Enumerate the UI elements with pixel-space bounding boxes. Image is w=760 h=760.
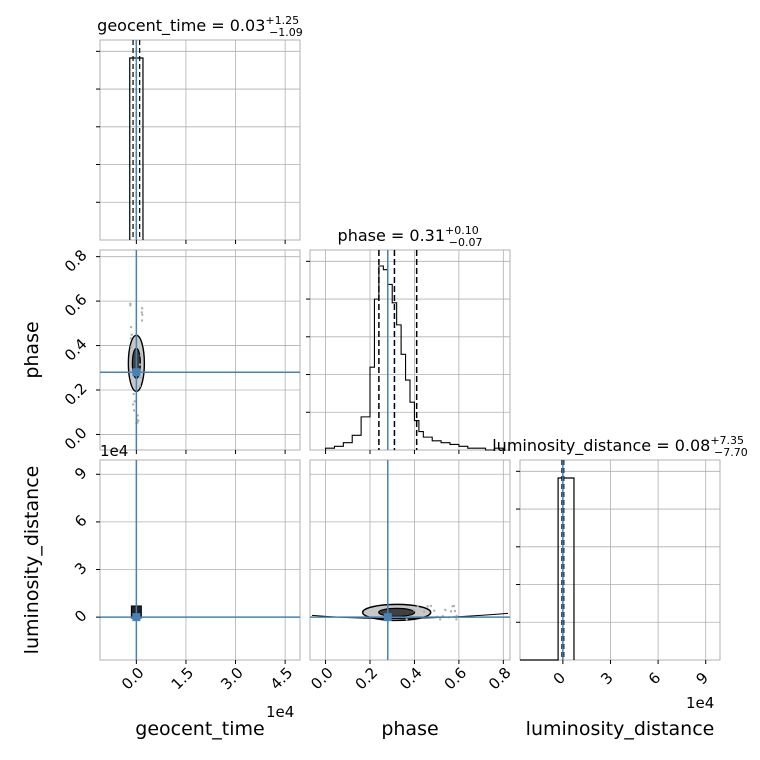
tick-marks <box>96 50 707 664</box>
phase-geocent-sample-point <box>132 409 136 412</box>
luminosity-distance-x-tick-label: 6 <box>645 669 664 688</box>
distance-phase-sample-point <box>444 608 447 612</box>
grid-lines <box>100 40 720 660</box>
phase-geocent-sample-point <box>140 311 143 314</box>
phase-geocent-sample-point <box>138 363 142 366</box>
phase-hist-step <box>325 265 504 451</box>
distance-phase-sample-point <box>426 605 429 608</box>
phase-geocent-sample-point <box>139 376 142 379</box>
phase-y-tick-label: 0.6 <box>61 291 91 321</box>
luminosity-distance-y-tick-label: 6 <box>71 511 90 530</box>
offset-label-luminosity-distance-x: 1e4 <box>686 694 714 712</box>
phase-geocent-sample-point <box>139 354 143 357</box>
geocent-time-x-tick-label: 1.5 <box>168 664 198 694</box>
phase-geocent-sample-point <box>138 384 142 388</box>
phase-geocent-sample-point <box>129 337 133 340</box>
phase-geocent-sample-point <box>137 419 140 422</box>
phase-y-tick-label: 0.4 <box>61 335 91 365</box>
phase-y-tick-label: 0.8 <box>61 246 91 276</box>
phase-y-tick-label: 0.2 <box>61 379 91 409</box>
geocent-time-x-tick-label: 3.0 <box>217 664 247 694</box>
phase-geocent-sample-point <box>130 345 133 349</box>
phase-geocent-sample-point <box>129 302 132 305</box>
phase-geocent-sample-point <box>140 319 144 322</box>
geocent-time-x-tick-label: 4.5 <box>267 664 297 694</box>
distance-phase-sample-point <box>416 604 420 607</box>
quantile-lines <box>132 40 565 660</box>
luminosity-distance-y-tick-label: 0 <box>71 607 90 626</box>
phase-geocent-sample-point <box>130 333 133 336</box>
phase-x-tick-label: 0.0 <box>307 664 337 694</box>
phase-geocent-sample-point <box>129 326 133 329</box>
distance-phase-sample-point <box>412 609 416 612</box>
panel-phase-vs-geocent-time <box>99 249 301 451</box>
luminosity-distance-x-tick-label: 0 <box>550 669 569 688</box>
distance-phase-sample-point <box>405 618 408 621</box>
density-contours <box>127 302 509 622</box>
xlabel-geocent-time: geocent_time <box>135 718 264 740</box>
distance-phase-sample-point <box>433 609 436 612</box>
title-phase: phase = 0.31+0.10 −0.07 <box>338 224 483 249</box>
phase-geocent-sample-point <box>131 403 135 406</box>
luminosity-distance-x-tick-label: 9 <box>692 669 711 688</box>
phase-geocent-sample-point <box>140 307 144 310</box>
phase-x-tick-label: 0.8 <box>485 664 515 694</box>
luminosity-distance-y-tick-label: 3 <box>71 559 90 578</box>
phase-y-tick-label: 0.0 <box>61 424 91 454</box>
panel-luminosity-distance-hist <box>519 459 721 661</box>
phase-x-tick-label: 0.6 <box>441 664 471 694</box>
panel-luminosity-distance-vs-phase <box>309 459 511 661</box>
ylabel-phase: phase <box>21 321 43 378</box>
phase-geocent-sample-point <box>141 313 144 316</box>
distance-phase-sample-point <box>451 605 454 608</box>
title-luminosity-distance: luminosity_distance = 0.08+7.35 −7.70 <box>492 434 748 459</box>
distance-phase-sample-point <box>453 609 457 613</box>
distance-phase-sample-point <box>455 618 458 621</box>
panel-geocent-time-hist <box>99 39 301 241</box>
truth-marker <box>383 613 392 622</box>
distance-phase-sample-point <box>449 610 453 613</box>
distance-phase-sample-point <box>438 618 442 621</box>
offset-label-geocent-time-x: 1e4 <box>266 703 294 721</box>
xlabel-luminosity-distance: luminosity_distance <box>526 718 715 740</box>
geocent-time-x-tick-label: 0.0 <box>118 664 148 694</box>
phase-geocent-sample-point <box>132 392 135 396</box>
phase-x-tick-label: 0.4 <box>396 664 426 694</box>
luminosity-distance-x-tick-label: 3 <box>597 669 616 688</box>
offset-label-luminosity-distance-y: 1e4 <box>100 442 128 460</box>
truth-lines <box>100 40 564 660</box>
truth-marker <box>132 613 141 622</box>
luminosity-distance-hist-bar <box>520 477 575 661</box>
panel-luminosity-distance-vs-geocent-time <box>99 459 301 661</box>
truth-marker <box>132 368 141 377</box>
panel-phase-hist <box>309 249 511 451</box>
ylabel-luminosity-distance: luminosity_distance <box>21 466 43 655</box>
distance-phase-sample-point <box>422 610 426 613</box>
title-geocent-time: geocent_time = 0.03+1.25 −1.09 <box>97 14 303 39</box>
phase-x-tick-label: 0.2 <box>352 664 382 694</box>
phase-geocent-sample-point <box>133 400 136 403</box>
luminosity-distance-y-tick-label: 9 <box>71 464 90 483</box>
distance-phase-sample-point <box>429 604 433 608</box>
xlabel-phase: phase <box>381 718 438 740</box>
tick-labels: 0.0 1.5 3.0 4.5 0.0 0.2 0.4 0.6 0.8 0 3 6 9 0.0 0.2 0.4… <box>61 246 712 693</box>
